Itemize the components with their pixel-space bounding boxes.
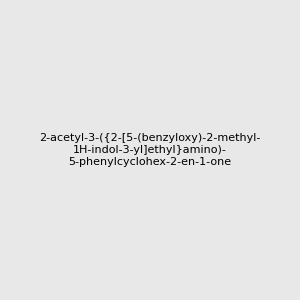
Text: 2-acetyl-3-({2-[5-(benzyloxy)-2-methyl-
1H-indol-3-yl]ethyl}amino)-
5-phenylcycl: 2-acetyl-3-({2-[5-(benzyloxy)-2-methyl- … bbox=[39, 134, 261, 166]
